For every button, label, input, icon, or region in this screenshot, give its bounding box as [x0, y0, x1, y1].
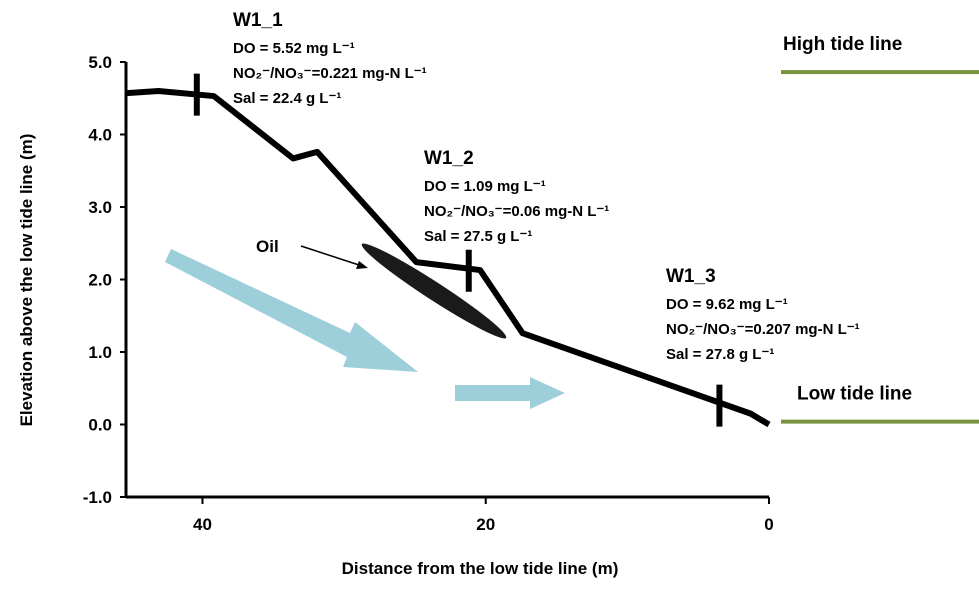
station-info: DO = 1.09 mg L⁻¹: [424, 178, 546, 195]
oil-pointer: [300, 245, 363, 267]
station-label: W1_2: [424, 148, 474, 169]
y-tick-label: 0.0: [88, 416, 112, 435]
station-info: Sal = 27.8 g L⁻¹: [666, 346, 774, 363]
elevation-line: [125, 88, 771, 428]
station-info: Sal = 22.4 g L⁻¹: [233, 90, 341, 107]
y-tick-label: 2.0: [88, 271, 112, 290]
flow-arrow: [165, 249, 418, 372]
y-axis-label: Elevation above the low tide line (m): [17, 134, 36, 427]
oil-label: Oil: [256, 237, 279, 256]
x-axis-label: Distance from the low tide line (m): [342, 559, 619, 578]
y-tick-label: 3.0: [88, 198, 112, 217]
flow-arrow: [455, 377, 565, 409]
oil-slick: [361, 243, 507, 339]
y-tick-label: 1.0: [88, 343, 112, 362]
y-tick-label: -1.0: [83, 488, 112, 507]
station-info: NO₂⁻/NO₃⁻=0.06 mg-N L⁻¹: [424, 203, 609, 220]
station-info: NO₂⁻/NO₃⁻=0.207 mg-N L⁻¹: [666, 321, 860, 338]
station-info: Sal = 27.5 g L⁻¹: [424, 228, 532, 245]
station-info: NO₂⁻/NO₃⁻=0.221 mg-N L⁻¹: [233, 65, 427, 82]
oil-pointer-head: [356, 261, 368, 269]
station-info: DO = 5.52 mg L⁻¹: [233, 40, 355, 57]
y-tick-label: 5.0: [88, 53, 112, 72]
station-label: W1_3: [666, 266, 716, 287]
tide-label: High tide line: [783, 34, 902, 55]
y-tick-label: 4.0: [88, 126, 112, 145]
x-tick-label: 0: [764, 515, 773, 534]
station-label: W1_1: [233, 10, 283, 31]
tide-label: Low tide line: [797, 384, 912, 405]
station-info: DO = 9.62 mg L⁻¹: [666, 296, 788, 313]
x-tick-label: 40: [193, 515, 212, 534]
x-tick-label: 20: [476, 515, 495, 534]
